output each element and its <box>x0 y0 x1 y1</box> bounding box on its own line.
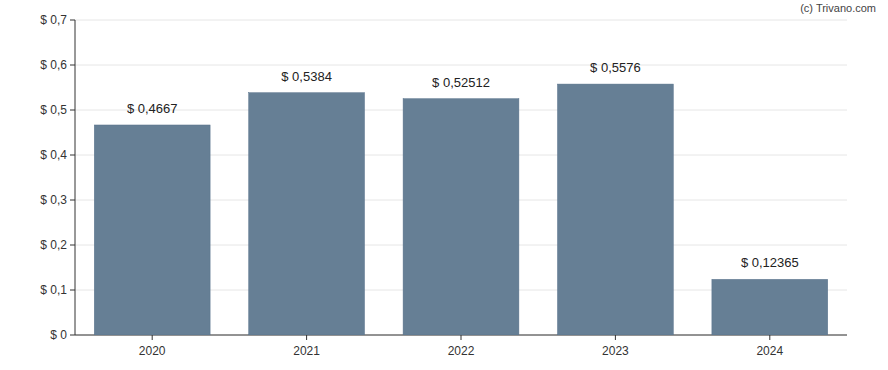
y-tick-label: $ 0,3 <box>40 193 67 207</box>
x-tick-label: 2020 <box>139 344 166 358</box>
grid-line <box>75 20 847 21</box>
y-axis-line <box>75 20 76 335</box>
data-labels: $ 0,4667 $ 0,5384 $ 0,52512 $ 0,5576 $ 0,123… <box>127 60 799 270</box>
x-tick-label: 2021 <box>293 344 320 358</box>
y-tick-label: $ 0,2 <box>40 238 67 252</box>
bar <box>403 99 519 335</box>
bar <box>249 93 365 335</box>
data-label: $ 0,52512 <box>432 75 490 90</box>
y-tick <box>70 110 75 111</box>
x-tick <box>461 335 462 340</box>
y-tick-label: $ 0,1 <box>40 283 67 297</box>
credit: (c) Trivano.com <box>800 2 876 14</box>
data-label: $ 0,4667 <box>127 101 178 116</box>
data-label: $ 0,12365 <box>741 255 799 270</box>
y-tick-label: $ 0,4 <box>40 148 67 162</box>
y-tick-label: $ 0,5 <box>40 103 67 117</box>
grid <box>75 20 847 335</box>
y-tick <box>70 200 75 201</box>
data-label: $ 0,5576 <box>590 60 641 75</box>
data-label: $ 0,5384 <box>281 69 332 84</box>
x-tick-label: 2022 <box>448 344 475 358</box>
y-tick-label: $ 0,7 <box>40 13 67 27</box>
y-tick <box>70 290 75 291</box>
x-tick-label: 2023 <box>602 344 629 358</box>
bar <box>94 125 210 335</box>
y-tick <box>70 335 75 336</box>
x-tick <box>152 335 153 340</box>
y-tick <box>70 245 75 246</box>
bars <box>94 84 827 335</box>
y-tick <box>70 65 75 66</box>
y-tick <box>70 20 75 21</box>
grid-line <box>75 65 847 66</box>
y-tick-label: $ 0 <box>50 328 67 342</box>
x-tick-label: 2024 <box>756 344 783 358</box>
x-tick <box>306 335 307 340</box>
y-tick-label: $ 0,6 <box>40 58 67 72</box>
y-tick <box>70 155 75 156</box>
axes: $ 0 $ 0,1 $ 0,2 $ 0,3 $ 0,4 $ 0,5 $ 0,6 $ 0,7 20… <box>40 13 847 358</box>
bar <box>712 279 828 335</box>
chart-container: $ 0 $ 0,1 $ 0,2 $ 0,3 $ 0,4 $ 0,5 $ 0,6 $ 0,7 20… <box>0 0 888 370</box>
chart: $ 0 $ 0,1 $ 0,2 $ 0,3 $ 0,4 $ 0,5 $ 0,6 $ 0,7 20… <box>0 0 888 370</box>
bar <box>558 84 674 335</box>
x-tick <box>769 335 770 340</box>
x-tick <box>615 335 616 340</box>
